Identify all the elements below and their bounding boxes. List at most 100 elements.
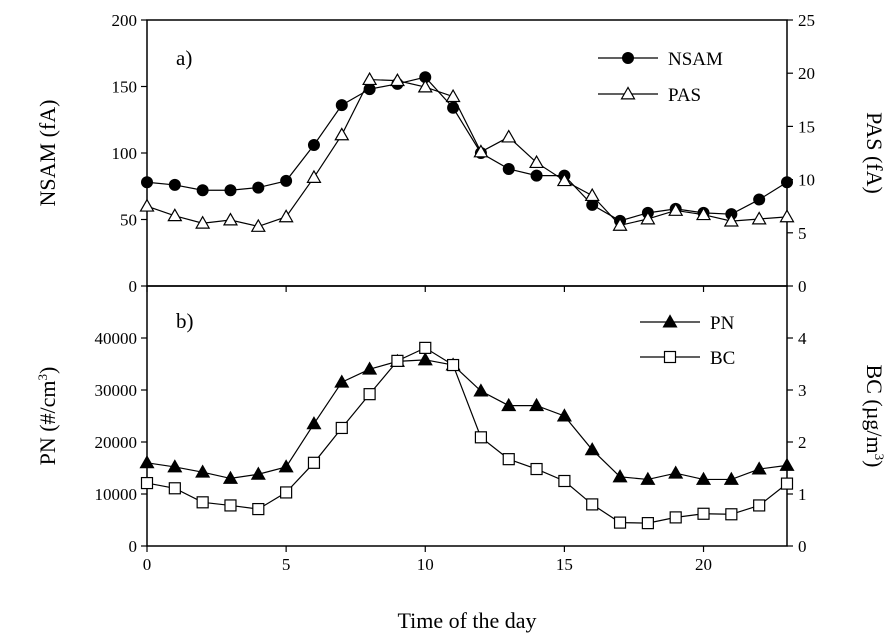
point-bc (196, 496, 209, 509)
point-bc (780, 477, 794, 490)
point-bc (641, 517, 654, 530)
point-bc (530, 462, 543, 476)
left-y-tick-label: 10000 (95, 485, 138, 504)
panel-b-ylabel-tail: ) (35, 367, 60, 374)
legend-marker-nsam (622, 52, 634, 64)
legend-label-nsam: NSAM (668, 49, 723, 70)
right-y-tick-label: 0 (798, 537, 807, 556)
point-pas (668, 202, 684, 216)
legend-label-pas: PAS (668, 85, 701, 106)
point-pn (556, 408, 572, 422)
point-pas (723, 213, 739, 227)
point-pn (222, 470, 239, 484)
point-pas (751, 211, 767, 225)
point-pn (417, 352, 433, 366)
panel-b-ylabel-sup: 3 (35, 374, 50, 381)
point-bc (558, 474, 571, 488)
point-pas (640, 211, 656, 225)
right-y-tick-label: 4 (798, 329, 807, 348)
point-bc (224, 499, 237, 512)
point-bc (335, 421, 348, 435)
point-pas (167, 208, 183, 222)
panel-b-series (139, 341, 795, 530)
point-bc (474, 431, 488, 444)
legend-marker-bc (663, 350, 677, 364)
point-nsam (141, 176, 153, 189)
panel-b-y2label-sup: 3 (872, 454, 886, 461)
point-pn (334, 374, 350, 388)
point-pn (723, 471, 739, 485)
point-pas (695, 207, 712, 221)
point-nsam (781, 176, 793, 189)
point-bc (307, 456, 321, 469)
panel-b-ylabel-main: PN (#/cm (35, 380, 60, 465)
x-tick-label: 5 (282, 555, 291, 574)
left-y-tick-label: 50 (120, 211, 137, 230)
point-nsam (224, 184, 237, 197)
panel-a-label: a) (176, 46, 192, 70)
panel-a-y2label: PAS (fA) (862, 112, 886, 194)
point-bc (168, 482, 181, 495)
point-nsam (307, 139, 320, 152)
right-y-tick-label: 15 (798, 117, 815, 136)
point-pas (417, 79, 433, 93)
x-tick-label: 10 (417, 555, 434, 574)
point-bc (613, 516, 627, 529)
point-pn (668, 465, 684, 479)
point-bc (363, 388, 376, 401)
point-bc (446, 358, 460, 372)
x-tick-label: 20 (695, 555, 712, 574)
right-y-tick-label: 2 (798, 433, 807, 452)
point-pn (167, 459, 183, 473)
point-pas (612, 217, 628, 231)
legend-marker-pn (662, 314, 678, 328)
point-bc (697, 507, 710, 520)
left-y-tick-label: 0 (129, 277, 138, 296)
point-pas (195, 215, 211, 229)
series-line-pn (146, 359, 788, 481)
point-bc (280, 486, 293, 499)
point-bc (586, 498, 599, 511)
point-bc (725, 508, 738, 521)
point-pn (779, 457, 795, 471)
legend-label-bc: BC (710, 348, 735, 369)
point-pas (445, 88, 461, 103)
point-pn (612, 469, 628, 483)
panel-b-legend: PN BC (640, 313, 735, 369)
panel-b: b) PN (#/cm3) BC (µg/m3) Time of the day… (35, 285, 886, 633)
point-pas (250, 218, 266, 232)
right-y-tick-label: 25 (798, 11, 815, 30)
point-nsam (363, 83, 376, 96)
legend-marker-pas (620, 86, 636, 100)
point-nsam (280, 174, 293, 187)
point-pn (695, 471, 712, 485)
panel-a-series (139, 71, 795, 232)
point-pn (250, 466, 266, 480)
point-pas (139, 198, 155, 212)
right-y-tick-label: 1 (798, 485, 807, 504)
left-y-tick-label: 200 (112, 11, 138, 30)
x-axis-title: Time of the day (397, 608, 536, 633)
left-y-tick-label: 30000 (95, 381, 138, 400)
point-pn (584, 442, 600, 456)
point-pn (501, 397, 517, 412)
x-tick-label: 15 (556, 555, 573, 574)
right-y-tick-label: 3 (798, 381, 807, 400)
panel-a: a) NSAM (fA) PAS (fA) 0 50 100 150 200 0 5 10 15… (35, 11, 886, 296)
right-y-tick-label: 10 (798, 171, 815, 190)
panel-b-ylabel: PN (#/cm3) (35, 367, 60, 466)
point-bc (391, 354, 404, 367)
left-y-tick-label: 100 (112, 144, 138, 163)
point-nsam (530, 169, 543, 182)
point-pas (556, 172, 572, 187)
point-bc (419, 341, 432, 354)
point-bc (753, 499, 766, 512)
right-y-tick-label: 0 (798, 277, 807, 296)
point-bc (140, 476, 154, 490)
point-pn (362, 361, 378, 375)
point-pas (501, 129, 517, 143)
panel-a-legend: NSAM PAS (598, 49, 723, 106)
point-nsam (168, 178, 181, 191)
point-pn (473, 383, 489, 397)
